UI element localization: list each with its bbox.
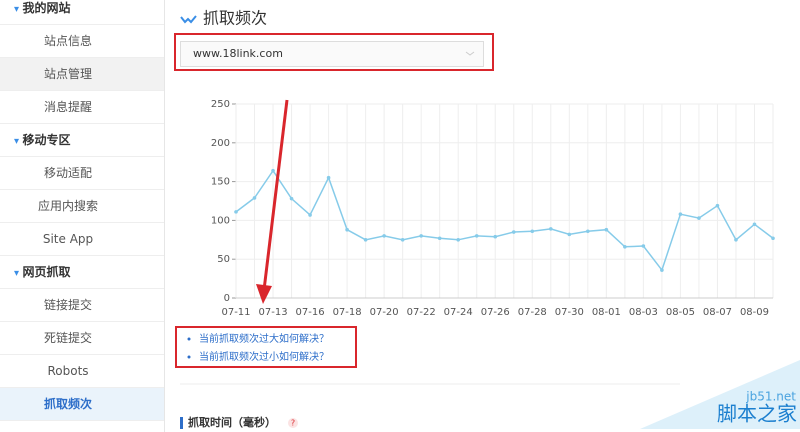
sidebar-item[interactable]: 站点管理 [0,58,164,91]
point [548,227,553,231]
point [345,227,349,232]
x-tick-label: 07-20 [370,307,399,318]
point [308,213,312,217]
point [678,212,683,216]
point [604,227,609,232]
y-tick-label: 50 [217,254,230,265]
point [252,196,257,200]
x-tick-label: 07-26 [481,307,510,318]
point [641,244,646,248]
point [363,238,368,242]
x-tick-label: 07-13 [259,307,288,318]
sidebar-item[interactable]: 死链提交 [0,322,164,355]
highlight-box [175,326,357,368]
point [511,230,516,234]
arrow [262,99,289,291]
x-tick-label: 07-22 [407,307,436,318]
point [289,196,294,201]
point [734,238,738,242]
help-link[interactable]: 当前抓取频次过小如何解决？ [199,350,329,363]
y-tick-label: 150 [211,177,230,188]
sidebar-header[interactable]: 网页抓取 [0,256,164,289]
x-tick-label: 07-24 [444,307,473,318]
point [271,168,275,173]
point [493,234,498,239]
x-tick-label: 07-30 [555,307,584,318]
sidebar-item[interactable]: 站点信息 [0,25,164,58]
x-tick-label: 08-03 [629,307,658,318]
point [660,268,664,272]
point [771,236,775,241]
series-line [235,169,774,272]
point [623,244,627,249]
sidebar-item[interactable]: 抓取频次 [0,388,164,421]
x-tick-label: 08-01 [592,307,621,318]
point [456,238,461,242]
point [697,216,701,220]
y-tick-label: 200 [211,138,230,149]
section-title: 抓取时间（毫秒） [188,415,276,429]
select-caret [465,51,475,56]
watermark-bg [640,360,800,429]
sidebar-item[interactable]: 移动适配 [0,157,164,190]
sidebar-header[interactable]: 我的网站 [0,0,164,25]
site-select[interactable] [180,41,484,67]
sidebar-item[interactable]: 链接提交 [0,289,164,322]
x-tick-label: 08-09 [740,307,769,318]
watermark-domain: jb51.net [745,390,796,404]
sidebar: 我的网站站点信息站点管理消息提醒移动专区移动适配应用内搜索Site App网页抓… [0,0,165,432]
x-tick-label: 08-05 [666,307,695,318]
bullet [187,337,191,341]
title-icon [180,15,197,24]
help-icon[interactable] [288,418,298,428]
point [400,238,405,242]
point [419,234,423,238]
point [326,175,331,180]
x-tick-label: 07-18 [333,307,362,318]
arrow-head [256,284,272,304]
help-icon-text[interactable]: ? [291,419,295,428]
point [437,236,442,241]
sidebar-item[interactable]: 消息提醒 [0,91,164,124]
sidebar-item[interactable]: Robots [0,355,164,388]
point [530,229,535,234]
x-tick-label: 07-11 [221,307,250,318]
y-tick-label: 250 [211,99,230,110]
help-link[interactable]: 当前抓取频次过大如何解决？ [199,332,329,345]
point [715,203,720,208]
x-tick-label: 07-16 [296,307,325,318]
watermark-name: 脚本之家 [717,402,797,426]
highlight-box [174,33,494,71]
sidebar-item[interactable]: 应用内搜索 [0,190,164,223]
sidebar-item[interactable]: Site App [0,223,164,256]
page-title: 抓取频次 [203,9,267,28]
section-bar [180,417,183,429]
point [474,234,479,238]
point [234,210,238,214]
point [567,232,572,237]
site-select-text[interactable]: www.18link.com [193,47,283,60]
y-tick-label: 100 [211,215,230,226]
point [752,222,757,227]
bullet [187,355,191,359]
sidebar-header[interactable]: 移动专区 [0,124,164,157]
point [586,229,590,234]
y-tick-label: 0 [224,293,230,304]
chart: 0 50 100 150 200 250 07-11 07-13 07-16 07-18 07-20… [211,99,775,318]
x-tick-label: 07-28 [518,307,547,318]
point [382,234,386,238]
x-tick-label: 08-07 [703,307,732,318]
